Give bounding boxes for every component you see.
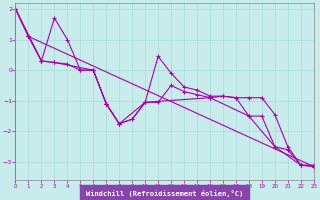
X-axis label: Windchill (Refroidissement éolien,°C): Windchill (Refroidissement éolien,°C) — [86, 190, 243, 197]
